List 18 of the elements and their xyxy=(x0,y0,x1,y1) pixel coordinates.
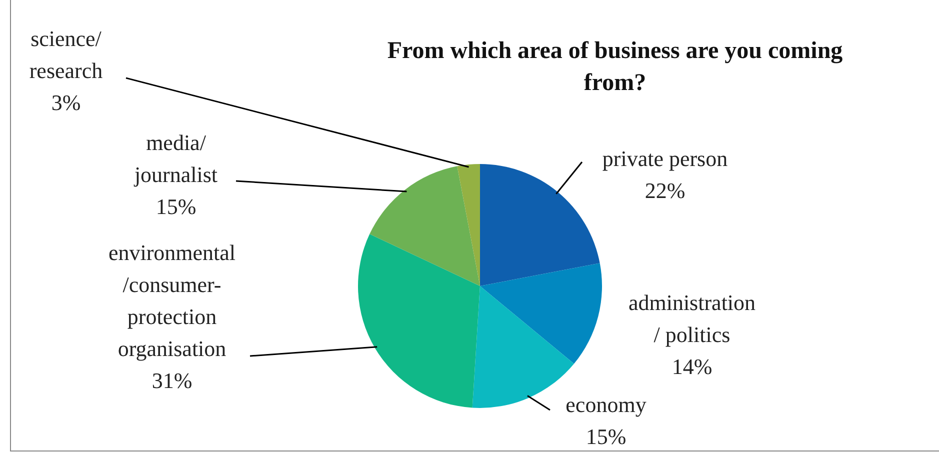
slice-label: science/ research xyxy=(29,26,103,83)
slice-label: private person xyxy=(602,146,728,171)
pie-slice xyxy=(457,164,480,286)
data-label: 3% xyxy=(51,90,81,115)
pie-slice xyxy=(480,164,600,286)
data-label: 31% xyxy=(152,368,192,393)
data-label: 22% xyxy=(644,178,686,203)
text: From which area of business are you coming from? xyxy=(387,38,843,96)
data-label: 15% xyxy=(586,424,626,449)
slice-label: administration / politics xyxy=(628,290,756,347)
slice-label: environmental /consumer- protection organisation xyxy=(108,240,236,361)
data-label: 14% xyxy=(672,354,712,379)
slice-label: media/ journalist xyxy=(133,130,218,187)
data-label: 15% xyxy=(156,194,196,219)
pie-slice xyxy=(358,234,480,408)
pie-slice xyxy=(370,166,480,286)
pie-slice xyxy=(480,263,602,364)
slice-label: economy xyxy=(566,392,646,417)
